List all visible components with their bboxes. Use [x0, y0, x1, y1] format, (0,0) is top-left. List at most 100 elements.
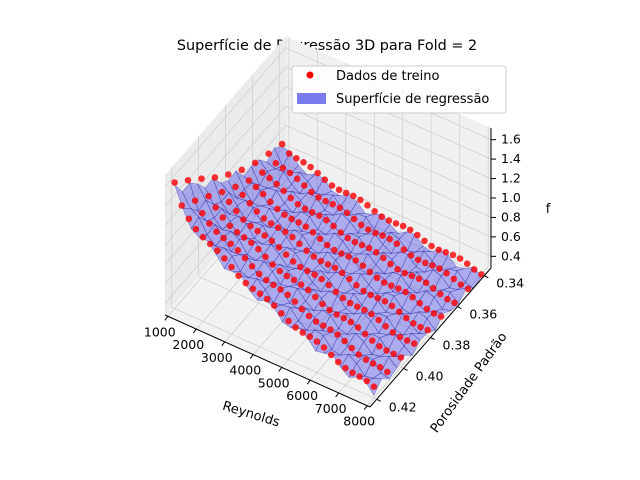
training-point: [316, 235, 324, 243]
surface-patch: [449, 287, 467, 305]
training-point: [291, 298, 299, 305]
training-point: [335, 358, 342, 366]
training-point: [369, 360, 377, 367]
training-point: [267, 198, 274, 206]
training-point: [363, 377, 371, 385]
training-point: [248, 263, 256, 270]
x-tick-label: 8000: [343, 414, 375, 429]
training-point: [199, 209, 206, 217]
training-point: [381, 298, 389, 305]
training-point: [328, 182, 336, 189]
training-point: [284, 291, 292, 299]
training-point: [408, 272, 416, 280]
training-point: [372, 229, 379, 237]
training-point: [410, 320, 417, 327]
training-point: [357, 221, 365, 229]
surface-patch: [286, 247, 304, 254]
training-point: [357, 196, 364, 204]
surface-patch: [300, 192, 317, 214]
training-point: [390, 350, 397, 358]
z-tick-label: 0.8: [501, 209, 521, 224]
surface-patch: [214, 236, 233, 253]
surface-patch: [378, 311, 396, 317]
training-point: [171, 179, 178, 186]
training-point: [451, 299, 458, 307]
surface-patch: [291, 171, 309, 195]
surface-patch: [279, 264, 297, 271]
training-point: [211, 174, 219, 181]
training-point: [312, 293, 319, 301]
training-point: [399, 222, 407, 230]
training-point: [406, 226, 414, 234]
training-point: [326, 306, 333, 314]
surface-patch: [189, 182, 207, 212]
training-point: [389, 329, 397, 336]
surface-patch: [351, 268, 369, 275]
training-point: [443, 269, 450, 277]
training-point: [343, 209, 351, 217]
training-point: [293, 155, 300, 162]
surface-patch: [424, 289, 443, 298]
surface-patch: [228, 192, 246, 207]
training-point: [285, 317, 292, 325]
surface-patch: [345, 312, 364, 326]
training-point: [471, 266, 478, 273]
training-point: [198, 175, 205, 182]
training-point: [416, 299, 424, 307]
training-point: [325, 281, 333, 289]
training-point: [367, 291, 375, 299]
surface-patch: [196, 183, 215, 206]
training-point: [205, 192, 212, 200]
x-tick: [221, 341, 226, 347]
z-tick-label: 1.6: [501, 132, 521, 147]
training-point: [340, 314, 348, 322]
training-point: [354, 324, 362, 331]
training-point: [185, 215, 193, 223]
training-point: [393, 240, 401, 247]
training-point: [259, 169, 266, 176]
legend: Dados de treino Superfície de regressão: [291, 65, 507, 114]
surface-patch: [385, 291, 402, 297]
surface-patch: [204, 177, 222, 205]
surface-patch: [326, 232, 344, 255]
training-point: [301, 182, 308, 189]
training-point: [313, 338, 321, 345]
surface-patch: [313, 288, 331, 299]
surface-patch: [407, 266, 426, 273]
training-point: [281, 211, 288, 218]
y-tick: [484, 275, 489, 279]
training-point: [289, 258, 297, 265]
training-point: [238, 166, 246, 174]
surface-patch: [341, 220, 359, 236]
surface-patch: [369, 299, 387, 315]
surface-patch: [245, 206, 263, 223]
training-point: [299, 329, 307, 336]
y-tick-label: 0.42: [389, 399, 417, 414]
surface-patch: [272, 264, 289, 286]
training-point: [400, 246, 408, 253]
training-point: [249, 285, 257, 293]
training-point: [338, 269, 346, 277]
training-point: [331, 264, 339, 272]
training-point: [361, 306, 368, 314]
training-point: [339, 294, 347, 302]
training-point: [254, 227, 261, 235]
training-point: [268, 237, 276, 245]
x-tick-label: 2000: [172, 337, 204, 352]
training-point: [374, 294, 382, 302]
training-point: [429, 284, 437, 292]
training-point: [350, 215, 358, 223]
surface-patch: [384, 272, 402, 293]
surface-patch: [417, 290, 435, 313]
surface-patch: [307, 173, 325, 194]
training-point: [192, 225, 200, 233]
training-point: [266, 174, 273, 182]
training-point: [349, 369, 356, 377]
x-axis-label: Reynolds: [221, 399, 282, 431]
training-point: [304, 267, 311, 275]
x-tick: [306, 379, 311, 385]
training-point: [318, 275, 326, 283]
training-point: [316, 212, 323, 219]
training-point: [296, 240, 303, 248]
training-point: [407, 252, 415, 259]
